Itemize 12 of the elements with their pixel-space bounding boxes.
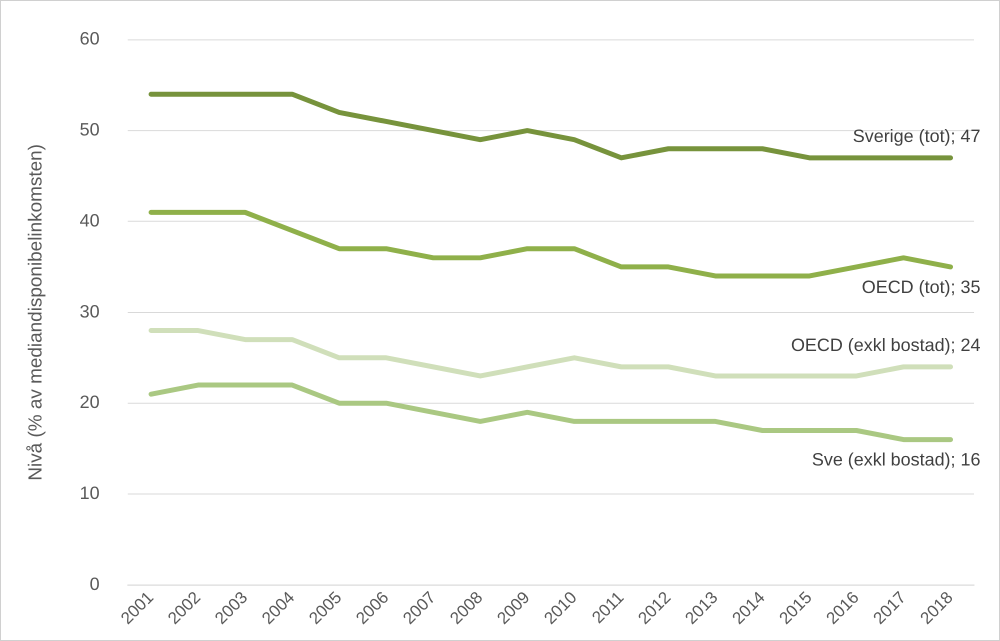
annotation: Sve (exkl bostad); 16 bbox=[812, 449, 980, 470]
annotation: OECD (tot); 35 bbox=[862, 276, 980, 297]
y-tick-label: 60 bbox=[80, 28, 100, 49]
y-tick-label: 40 bbox=[80, 210, 100, 230]
y-tick-label: 30 bbox=[80, 301, 100, 322]
y-axis-title: Nivå (% av mediandisponibelinkomsten) bbox=[26, 144, 47, 481]
annotation: Sverige (tot); 47 bbox=[852, 126, 980, 146]
annotation: OECD (exkl bostad); 24 bbox=[790, 334, 980, 355]
y-tick-label: 10 bbox=[80, 483, 100, 504]
y-tick-label: 20 bbox=[80, 392, 100, 412]
y-tick-label: 50 bbox=[80, 120, 100, 140]
y-tick-label: 0 bbox=[90, 574, 100, 594]
